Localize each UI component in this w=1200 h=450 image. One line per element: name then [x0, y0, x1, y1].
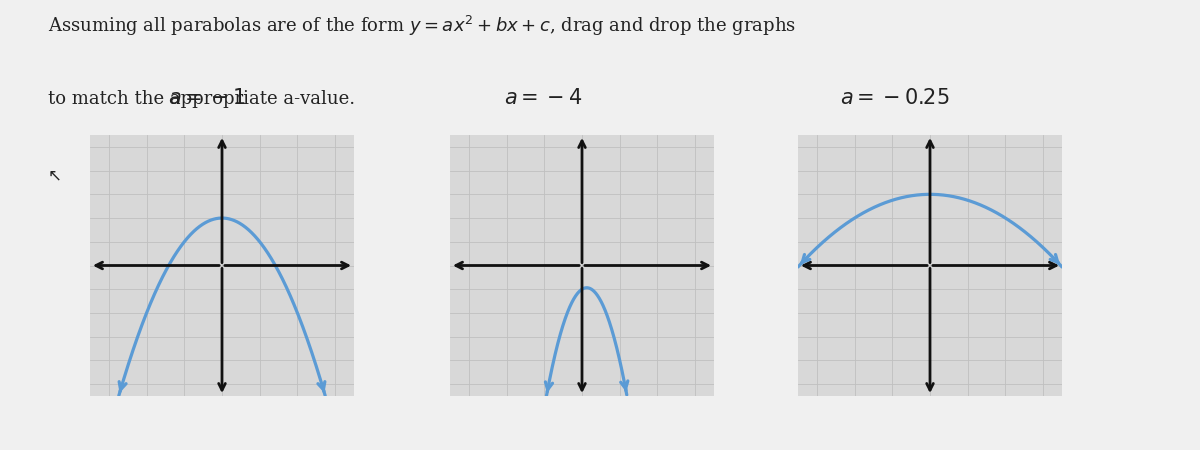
Text: ↖: ↖	[48, 166, 62, 184]
Text: to match the appropriate a-value.: to match the appropriate a-value.	[48, 90, 355, 108]
Text: Assuming all parabolas are of the form $y = ax^2 + bx + c$, drag and drop the gr: Assuming all parabolas are of the form $…	[48, 14, 796, 38]
Text: $a = -1$: $a = -1$	[168, 88, 246, 108]
Text: $a = -0.25$: $a = -0.25$	[840, 88, 949, 108]
Text: $a = -4$: $a = -4$	[504, 88, 582, 108]
